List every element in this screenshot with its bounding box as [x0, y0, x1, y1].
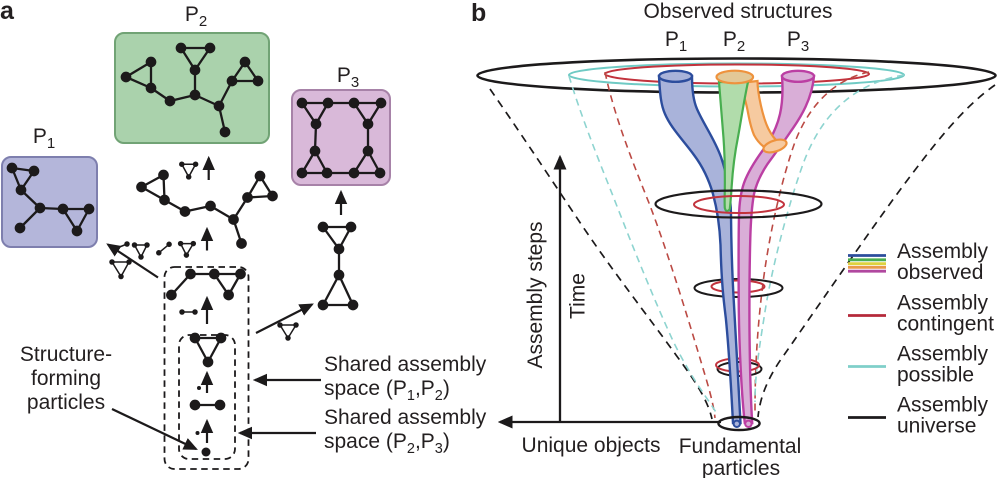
- svg-text:particles: particles: [702, 457, 780, 478]
- svg-text:Shared assembly: Shared assembly: [324, 353, 487, 376]
- svg-text:Assembly: Assembly: [897, 394, 989, 417]
- svg-text:Assembly steps: Assembly steps: [524, 221, 547, 368]
- svg-text:b: b: [471, 0, 486, 27]
- svg-text:particles: particles: [27, 391, 105, 414]
- svg-text:Assembly: Assembly: [897, 292, 989, 315]
- svg-text:Structure-: Structure-: [20, 343, 112, 366]
- svg-text:Unique objects: Unique objects: [522, 434, 661, 457]
- svg-text:space (P2,P3): space (P2,P3): [324, 430, 450, 457]
- svg-text:forming: forming: [31, 367, 101, 390]
- svg-text:Fundamental: Fundamental: [679, 435, 802, 458]
- svg-text:Assembly: Assembly: [897, 343, 989, 366]
- svg-text:a: a: [0, 0, 15, 25]
- svg-text:Time: Time: [567, 273, 590, 319]
- svg-text:Assembly: Assembly: [897, 240, 989, 263]
- svg-text:contingent: contingent: [897, 313, 994, 336]
- svg-text:Observed structures: Observed structures: [643, 0, 832, 23]
- svg-text:Shared assembly: Shared assembly: [324, 406, 487, 429]
- svg-text:possible: possible: [897, 364, 974, 387]
- svg-text:universe: universe: [897, 415, 976, 438]
- svg-text:space (P1,P2): space (P1,P2): [324, 377, 450, 404]
- svg-text:observed: observed: [897, 261, 983, 284]
